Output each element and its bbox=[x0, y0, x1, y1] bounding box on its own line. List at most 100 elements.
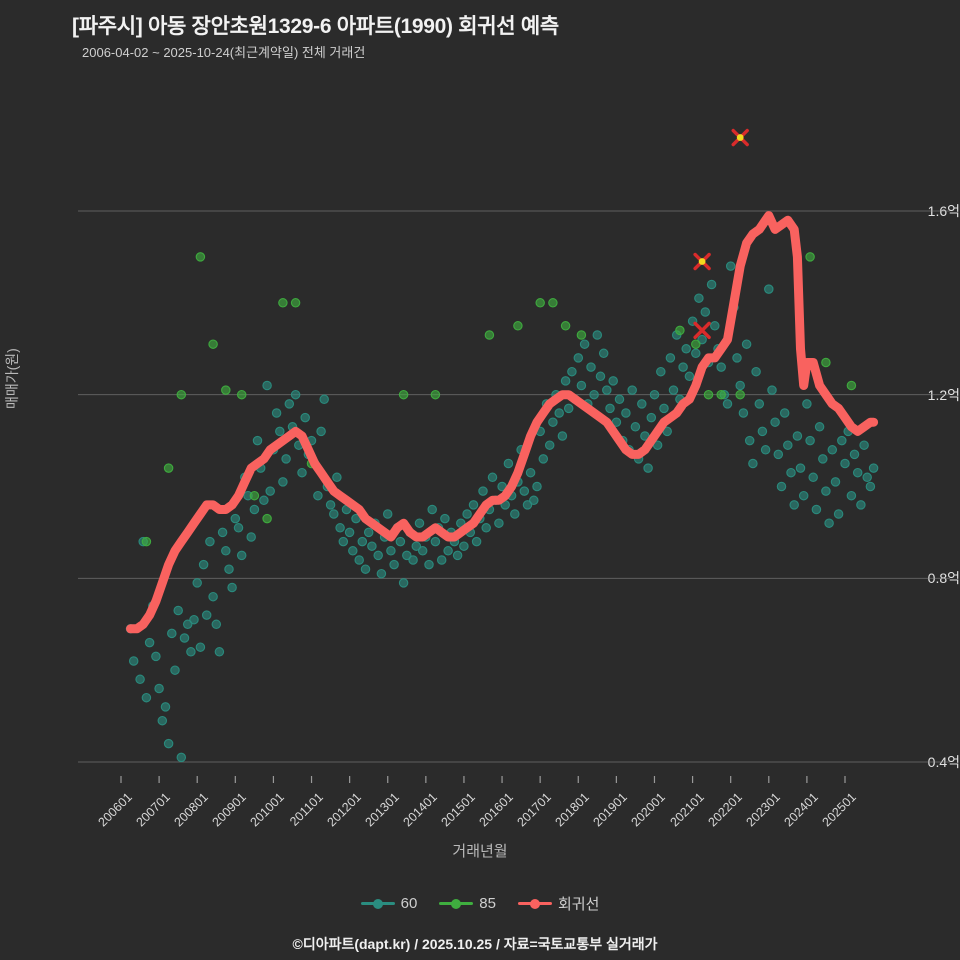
legend-label: 85 bbox=[479, 895, 496, 912]
scatter-point bbox=[338, 536, 349, 547]
scatter-point bbox=[360, 564, 371, 574]
scatter-point bbox=[805, 252, 815, 262]
scatter-point bbox=[605, 403, 615, 414]
scatter-point bbox=[770, 417, 780, 427]
scatter-point bbox=[376, 568, 387, 579]
scatter-point bbox=[160, 702, 171, 712]
outlier-marker-icon bbox=[693, 321, 711, 340]
scatter-point bbox=[211, 619, 222, 630]
scatter-point bbox=[865, 481, 876, 492]
regression-line bbox=[126, 211, 879, 634]
scatter-point bbox=[205, 536, 215, 547]
scatter-point bbox=[513, 321, 523, 331]
scatter-point bbox=[440, 513, 450, 524]
scatter-point bbox=[630, 422, 641, 432]
scatter-point bbox=[678, 362, 688, 372]
legend-item[interactable]: 회귀선 bbox=[517, 893, 599, 914]
scatter-point bbox=[144, 637, 155, 648]
scatter-point bbox=[659, 403, 669, 414]
scatter-point bbox=[824, 518, 834, 528]
scatter-point bbox=[811, 504, 822, 515]
scatter-point bbox=[798, 490, 809, 501]
scatter-point bbox=[300, 412, 310, 423]
scatter-point bbox=[646, 412, 657, 423]
scatter-point bbox=[656, 366, 666, 377]
page-subtitle: 2006-04-02 ~ 2025-10-24(최근계약일) 전체 거래건 bbox=[82, 45, 366, 60]
scatter-point bbox=[259, 495, 269, 506]
scatter-point bbox=[316, 426, 326, 437]
scatter-point bbox=[602, 385, 612, 395]
scatter-point bbox=[319, 394, 329, 405]
scatter-point bbox=[560, 376, 571, 386]
scatter-point bbox=[471, 536, 482, 547]
scatter-series-60 bbox=[125, 261, 879, 763]
scatter-point bbox=[716, 389, 726, 400]
scatter-point bbox=[637, 399, 647, 409]
outlier-core-icon bbox=[736, 134, 744, 141]
scatter-point bbox=[408, 555, 418, 565]
scatter-point bbox=[808, 472, 818, 483]
scatter-point bbox=[290, 298, 301, 308]
scatter-point bbox=[262, 380, 272, 391]
scatter-point bbox=[710, 321, 720, 331]
scatter-point bbox=[589, 389, 599, 400]
scatter-point bbox=[198, 559, 209, 570]
scatter-point bbox=[189, 614, 199, 625]
scatter-point bbox=[732, 353, 742, 363]
scatter-point bbox=[576, 380, 587, 391]
legend-item[interactable]: 85 bbox=[439, 895, 496, 912]
scatter-point bbox=[802, 399, 812, 409]
scatter-point bbox=[494, 518, 504, 528]
scatter-point bbox=[275, 426, 285, 437]
legend-label: 60 bbox=[400, 895, 418, 912]
scatter-point bbox=[792, 431, 803, 441]
scatter-point bbox=[595, 371, 606, 382]
scatter-point bbox=[427, 504, 437, 515]
scatter-point bbox=[751, 366, 761, 377]
scatter-point bbox=[846, 490, 857, 501]
scatter-point bbox=[233, 523, 244, 533]
scatter-point bbox=[236, 389, 247, 400]
scatter-point bbox=[544, 440, 555, 450]
scatter-point bbox=[525, 467, 536, 478]
scatter-point bbox=[675, 325, 685, 336]
scatter-point bbox=[436, 555, 447, 565]
outlier-marker-icon bbox=[731, 128, 749, 147]
scatter-point bbox=[503, 458, 514, 469]
scatter-point bbox=[224, 564, 234, 574]
scatter-point bbox=[167, 628, 177, 639]
page-title: [파주시] 아동 장안초원1329-6 아파트(1990) 회귀선 예측 bbox=[72, 15, 559, 38]
scatter-point bbox=[814, 422, 825, 432]
scatter-point bbox=[694, 293, 704, 303]
scatter-point bbox=[252, 435, 263, 446]
scatter-point bbox=[684, 371, 695, 382]
scatter-point bbox=[748, 458, 758, 469]
scatter-point bbox=[141, 536, 152, 547]
outlier-core-icon bbox=[698, 258, 706, 265]
scatter-point bbox=[691, 339, 701, 349]
scatter-point bbox=[786, 467, 796, 478]
scatter-point bbox=[821, 357, 831, 368]
scatter-point bbox=[414, 518, 425, 528]
legend-item[interactable]: 60 bbox=[360, 895, 418, 912]
scatter-point bbox=[398, 389, 409, 400]
scatter-point bbox=[840, 458, 850, 469]
scatter-point bbox=[128, 656, 139, 666]
scatter-point bbox=[789, 500, 799, 510]
footer-credit: ©디아파트(dapt.kr) / 2025.10.25 / 자료=국토교통부 실… bbox=[292, 936, 658, 952]
scatter-point bbox=[357, 536, 368, 547]
scatter-point bbox=[608, 376, 618, 386]
scatter-point bbox=[389, 559, 399, 570]
scatter-point bbox=[249, 504, 260, 515]
legend-dot-icon bbox=[372, 898, 383, 909]
scatter-point bbox=[462, 509, 472, 519]
scatter-point bbox=[195, 252, 206, 262]
scatter-point bbox=[767, 385, 777, 395]
scatter-point bbox=[868, 463, 879, 473]
scatter-point bbox=[548, 417, 558, 427]
scatter-point bbox=[398, 578, 409, 588]
scatter-point bbox=[179, 633, 190, 643]
scatter-point bbox=[373, 550, 383, 561]
scatter-point bbox=[297, 467, 307, 478]
